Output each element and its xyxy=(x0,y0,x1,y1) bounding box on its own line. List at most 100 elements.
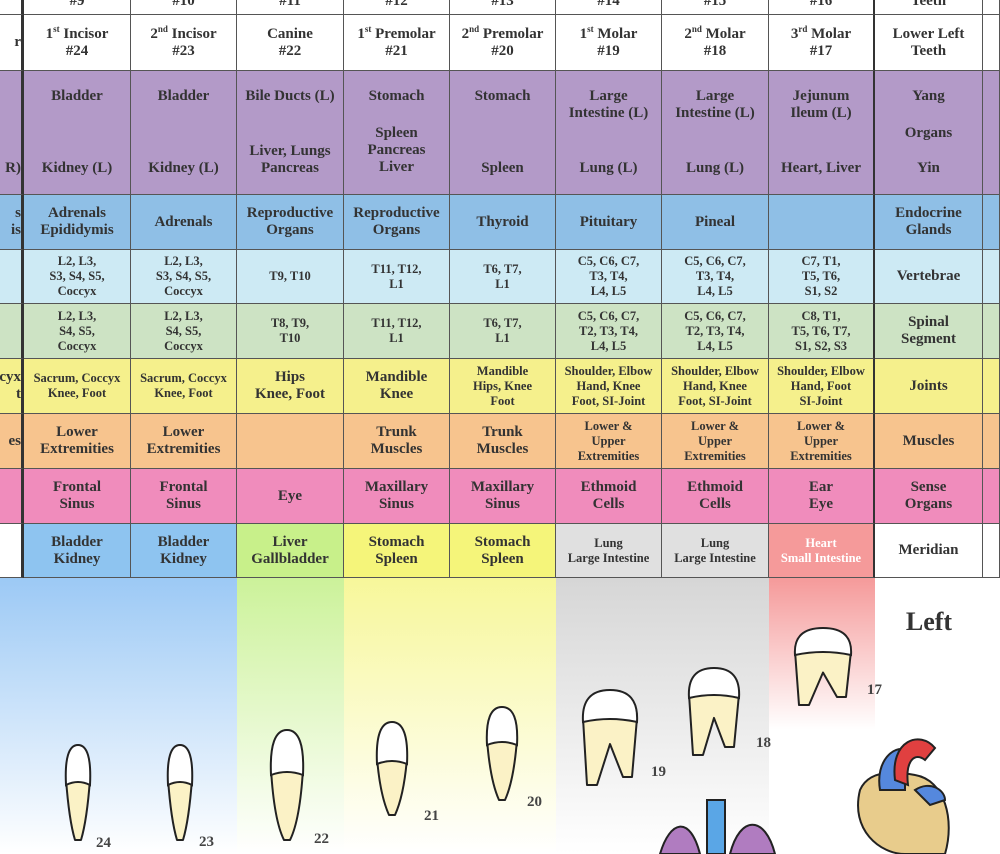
fragment xyxy=(0,250,24,304)
cell-text: T6, T7, xyxy=(483,316,522,330)
row-cell: Ethmoid Cells xyxy=(662,469,769,524)
row-cell: Mandible Hips, Knee Foot xyxy=(450,359,556,414)
cell-text: T2, T3, T4, xyxy=(685,323,745,338)
cell-text: Pituitary xyxy=(579,213,638,230)
cell-text: Lung (L) xyxy=(579,160,638,176)
cell-text: Endocrine xyxy=(895,205,962,221)
organ-cell: Large Intestine (L) Lung (L) xyxy=(662,71,769,195)
cell-text: Ethmoid xyxy=(687,479,743,495)
cell-text: Sinus xyxy=(484,496,521,512)
row-cell: Lower & Upper Extremities xyxy=(662,414,769,469)
cell-text: Bladder xyxy=(51,533,103,550)
fragment xyxy=(0,304,24,359)
cell-text: Reproductive xyxy=(246,205,334,221)
row-cell xyxy=(237,414,344,469)
cell-text: T11, T12, xyxy=(371,261,422,276)
row-cell: C5, C6, C7, T2, T3, T4, L4, L5 xyxy=(662,304,769,359)
cell-text: Mandible xyxy=(365,369,428,385)
tooth-name: 1st Molar xyxy=(580,24,638,43)
cell-text: Coccyx xyxy=(164,338,203,353)
row-cell: L2, L3, S3, S4, S5, Coccyx xyxy=(131,250,237,304)
yang-slot: Bladder xyxy=(131,88,236,105)
cell-text: Cells xyxy=(592,496,625,512)
cell-text: Ileum (L) xyxy=(790,105,852,121)
cell-text: Sinus xyxy=(378,496,415,512)
cell-text: Maxillary xyxy=(364,479,429,495)
cell-text: T10 xyxy=(279,331,301,345)
cell-text: T6, T7, xyxy=(483,261,522,276)
cell-text: Spleen xyxy=(481,160,524,176)
cell-text: T5, T6, T7, xyxy=(791,323,851,338)
tooth-number: #19 xyxy=(597,42,620,59)
row-cell: Lower & Upper Extremities xyxy=(556,414,662,469)
cell-text: Trunk xyxy=(376,424,417,440)
yang-slot: Large Intestine (L) xyxy=(556,88,661,122)
row-cell: Shoulder, Elbow Hand, Knee Foot, SI-Joint xyxy=(662,359,769,414)
cell-text: Stomach xyxy=(368,533,425,550)
cell-text: Frontal xyxy=(159,479,208,495)
cell-text: C5, C6, C7, xyxy=(577,254,640,268)
cell-text: Bladder xyxy=(157,533,210,550)
tooth-header: 2nd Incisor #23 xyxy=(131,15,237,71)
ordinal: 1 xyxy=(45,25,54,42)
row-cell: T6, T7, L1 xyxy=(450,304,556,359)
cell-text: Thyroid xyxy=(476,213,529,230)
tooth-crown xyxy=(166,743,194,787)
tooth-number-label: 21 xyxy=(424,808,439,824)
tooth-crown xyxy=(581,688,639,724)
cell-text: Lung xyxy=(700,535,730,550)
cell-text: Large Intestine xyxy=(567,550,650,565)
tooth-header: 3rd Molar #17 xyxy=(769,15,875,71)
cell-text: Extremities xyxy=(40,441,114,457)
top-cell: #16 xyxy=(769,0,875,15)
ordinal: nd xyxy=(157,23,168,34)
row-cell: Reproductive Organs xyxy=(237,195,344,250)
cell-text: Kidney xyxy=(53,550,101,567)
row-cell: Adrenals Epididymis xyxy=(24,195,131,250)
tooth-crown xyxy=(793,626,853,657)
yin-slot: Kidney (L) xyxy=(24,160,130,177)
top-cell: #9 xyxy=(24,0,131,15)
organ-cell: Stomach Spleen xyxy=(450,71,556,195)
row-cell: Ear Eye xyxy=(769,469,875,524)
row-cell: Lung Large Intestine xyxy=(556,524,662,578)
cell-text: T3, T4, xyxy=(589,269,628,283)
cell-text: Adrenals xyxy=(154,213,213,230)
row-cell: Liver Gallbladder xyxy=(237,524,344,578)
cell-text: Extremities xyxy=(684,448,746,463)
row-cell: Adrenals xyxy=(131,195,237,250)
bg-yellow xyxy=(344,578,556,854)
tooth-number-label: 22 xyxy=(314,831,329,847)
row-cell: Sacrum, Coccyx Knee, Foot xyxy=(24,359,131,414)
cell-text: Adrenals xyxy=(47,205,107,221)
row-cell: Frontal Sinus xyxy=(131,469,237,524)
row-cell: C8, T1, T5, T6, T7, S1, S2, S3 xyxy=(769,304,875,359)
cell-text: Extremities xyxy=(790,448,852,463)
cell-text: Vertebrae xyxy=(896,268,961,284)
ordinal: nd xyxy=(469,23,480,34)
row-cell: Lower & Upper Extremities xyxy=(769,414,875,469)
cell-text: Pancreas xyxy=(367,142,426,158)
yin-slot: Heart, Liver xyxy=(769,160,873,177)
row-cell: Trunk Muscles xyxy=(344,414,450,469)
row-cell: Bladder Kidney xyxy=(24,524,131,578)
yang-slot: Bladder xyxy=(24,88,130,105)
yang-slot: Jejunum Ileum (L) xyxy=(769,88,873,122)
cell-text: L4, L5 xyxy=(697,338,733,353)
tooth-header: 1st Premolar #21 xyxy=(344,15,450,71)
row-cell: Shoulder, Elbow Hand, Knee Foot, SI-Joint xyxy=(556,359,662,414)
cell-text: Stomach xyxy=(368,88,425,104)
cell-text: Muscles xyxy=(902,432,955,449)
top-cell-text: #15 xyxy=(703,0,727,9)
cell-text: Spleen xyxy=(375,550,418,567)
row-cell: T11, T12, L1 xyxy=(344,250,450,304)
cell-text: Hand, Knee xyxy=(683,378,747,393)
cell-text: Lower & xyxy=(584,418,633,433)
row-cell: Mandible Knee xyxy=(344,359,450,414)
cell-text: S4, S5, xyxy=(165,323,202,338)
cell-text: Lower & xyxy=(690,418,740,433)
cell-text: Stomach xyxy=(474,533,531,550)
cell-text: Mandible xyxy=(476,363,529,378)
cell-text: T2, T3, T4, xyxy=(579,323,638,338)
cell-text: Extremities xyxy=(146,441,221,457)
